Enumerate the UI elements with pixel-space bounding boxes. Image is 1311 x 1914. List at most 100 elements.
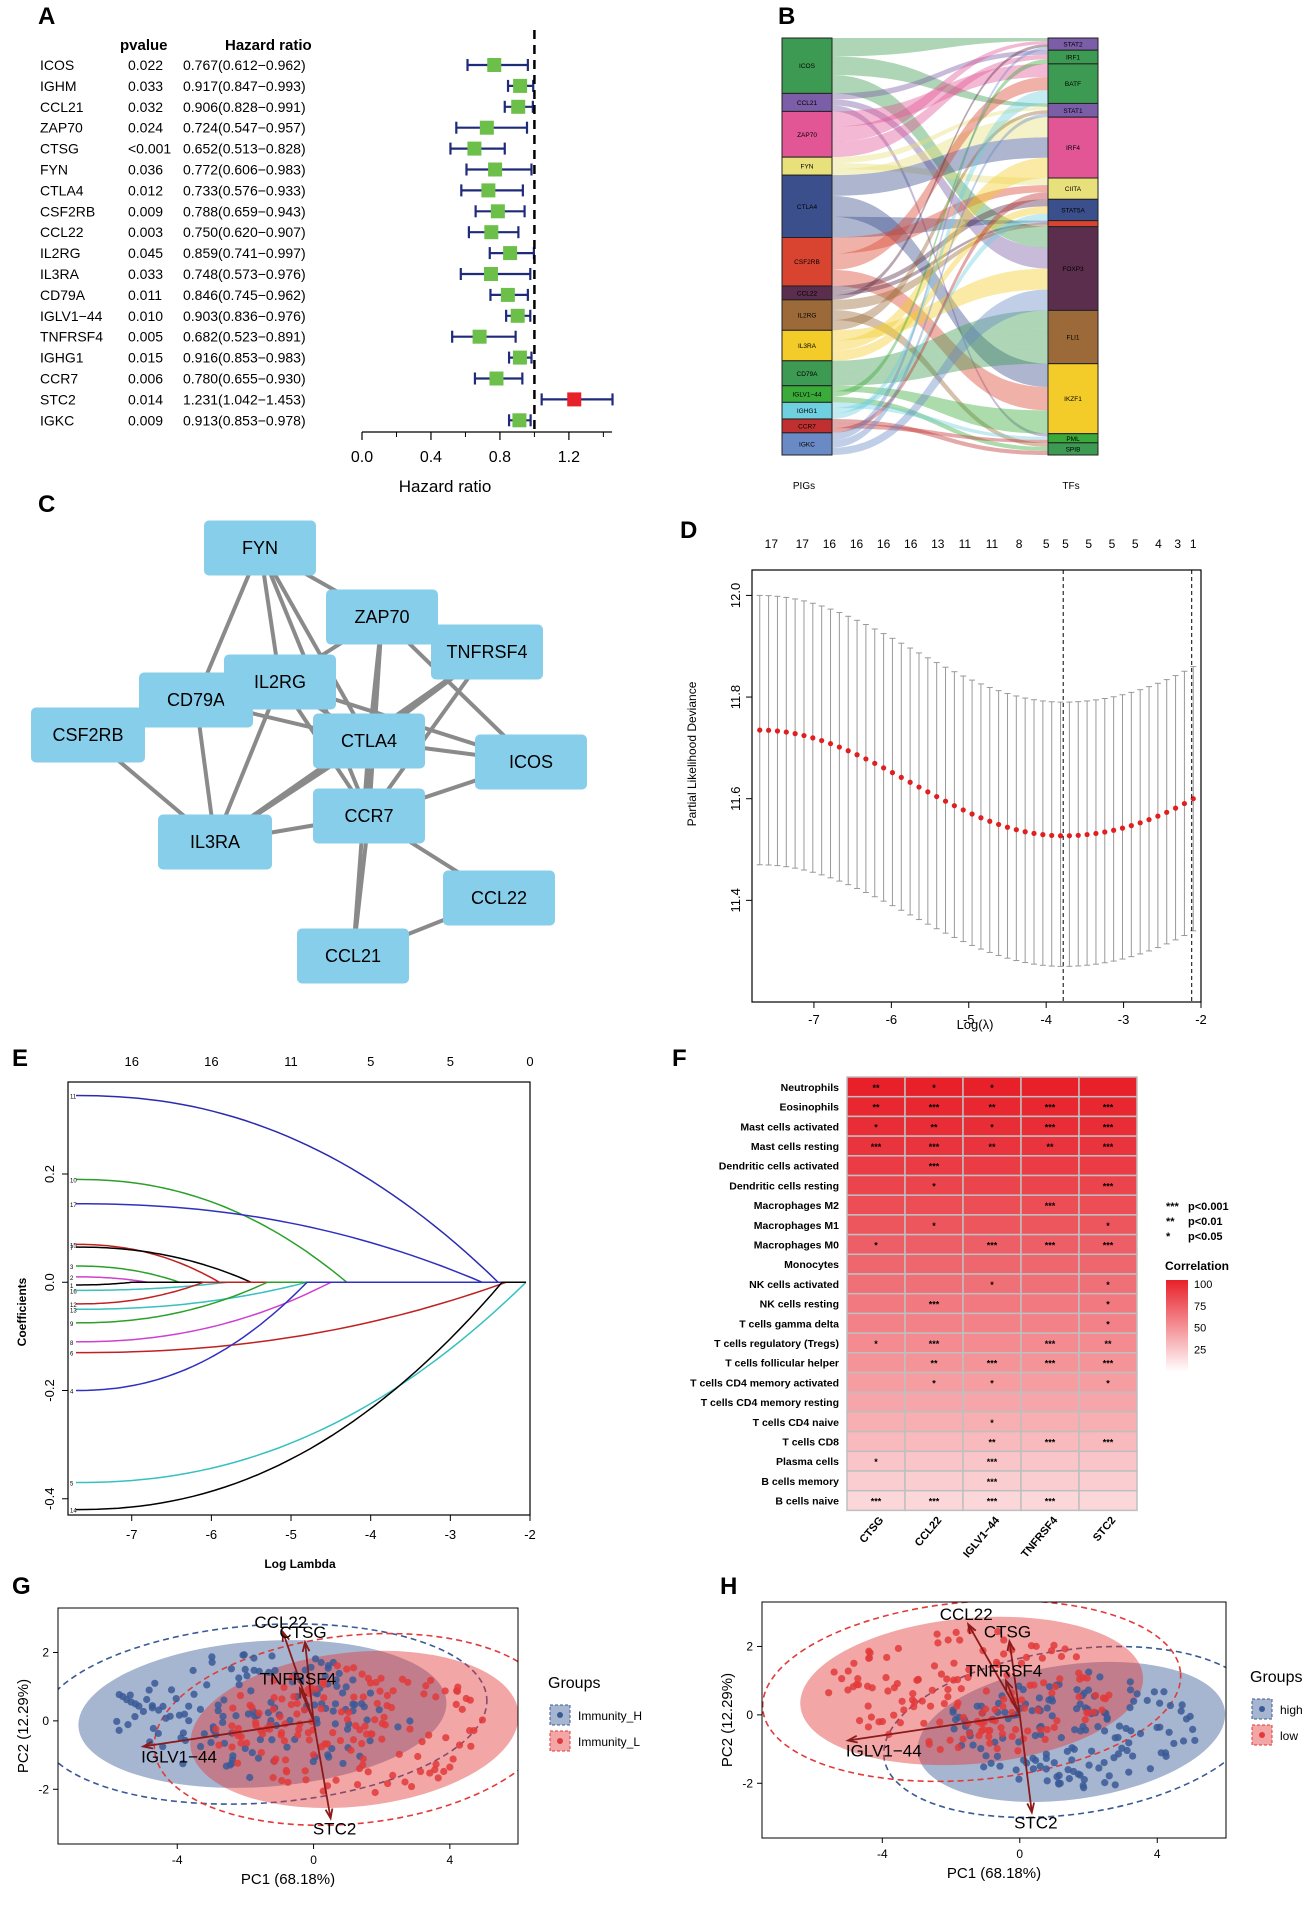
- cv-point: [757, 727, 763, 733]
- cv-point: [1172, 805, 1179, 811]
- sankey-flow: [832, 309, 1048, 447]
- pca-y-tick-label: -2: [38, 1782, 49, 1796]
- forest-gene-label: IGKC: [40, 412, 74, 428]
- forest-pvalue: 0.015: [128, 350, 163, 366]
- network-node-csf2rb: [31, 707, 145, 763]
- sankey-left-node-label: IGLV1−44: [793, 392, 822, 399]
- forest-hr-text: 0.859(0.741−0.997): [183, 245, 306, 261]
- pca-sample-point: [353, 1781, 362, 1789]
- sankey-left-node: [781, 299, 833, 331]
- panel-c-network: FYN ZAP70 TNFRSF4 CD79A IL2RG CSF2RB CTLA4 ICOS…: [31, 520, 587, 984]
- sankey-right-node-label: PML: [1066, 436, 1080, 443]
- pca-sample-point: [1043, 1777, 1051, 1785]
- pca-sample-point: [237, 1739, 245, 1747]
- cv-top-count-label: 5: [1062, 537, 1069, 551]
- heatmap-significance-stars: ***: [929, 1300, 940, 1310]
- sankey-left-node-label: CCL22: [797, 290, 818, 297]
- cv-point: [898, 774, 904, 780]
- heatmap-row-label: Macrophages M1: [754, 1220, 839, 1232]
- pca-sample-point: [1072, 1653, 1080, 1661]
- pca-sample-point: [190, 1690, 198, 1698]
- pca-sample-point: [1036, 1762, 1044, 1770]
- cv-y-axis-label: Partial Likelihood Deviance: [685, 681, 699, 826]
- heatmap-significance-stars: ***: [1103, 1437, 1114, 1447]
- pca-sample-point: [951, 1715, 960, 1724]
- pca-sample-point: [1061, 1645, 1069, 1653]
- heatmap-cell: [846, 1273, 906, 1295]
- pca-sample-point: [1126, 1678, 1134, 1686]
- pca-sample-point: [1081, 1716, 1089, 1724]
- pca-sample-point: [229, 1704, 237, 1712]
- heatmap-cell: [846, 1194, 906, 1216]
- sankey-right-node: [1047, 363, 1099, 435]
- pca-sample-point: [1178, 1701, 1186, 1709]
- pca-sample-point: [240, 1651, 248, 1659]
- cv-point: [1022, 829, 1028, 835]
- pca-plot-frame: [57, 1607, 519, 1845]
- heatmap-row-label: NK cells resting: [760, 1299, 839, 1311]
- path-series-index: 6: [70, 1352, 74, 1358]
- path-series-index: 2: [70, 1276, 74, 1282]
- pca-sample-point: [371, 1716, 379, 1724]
- path-x-tick-label: -3: [445, 1527, 457, 1542]
- path-series-line: [76, 1281, 526, 1354]
- pca-sample-point: [196, 1705, 205, 1713]
- heatmap-col-label: TNFRSF4: [1019, 1514, 1061, 1560]
- forest-hr-text: 0.767(0.612−0.962): [183, 57, 306, 73]
- pca-sample-point: [1012, 1766, 1020, 1774]
- pca-sample-point: [333, 1682, 341, 1690]
- pca-sample-point: [302, 1776, 310, 1784]
- sankey-right-node-label: SPIB: [1066, 446, 1081, 453]
- pca-sample-point: [228, 1756, 237, 1764]
- pca-legend-label: high: [1280, 1703, 1303, 1717]
- cv-point: [1057, 833, 1064, 839]
- forest-x-tick-label: 0.8: [489, 449, 511, 466]
- pca-sample-point: [276, 1713, 284, 1721]
- pca-sample-point: [446, 1763, 454, 1771]
- sankey-flow: [832, 385, 1048, 434]
- pca-sample-point: [1085, 1761, 1093, 1769]
- sankey-flow: [832, 328, 1048, 378]
- pca-sample-point: [1166, 1701, 1174, 1710]
- pca-sample-point: [934, 1639, 942, 1647]
- pca-sample-point: [394, 1723, 402, 1731]
- sankey-right-node-label: STAT1: [1063, 108, 1083, 115]
- sankey-left-node: [781, 37, 833, 94]
- pca-sample-point: [1001, 1708, 1009, 1716]
- pca-sample-point: [363, 1716, 371, 1724]
- forest-pvalue: 0.024: [128, 120, 163, 136]
- pca-loading-arrowhead: [301, 1639, 311, 1653]
- network-node-label: CCL21: [325, 946, 381, 966]
- pca-sample-point: [366, 1737, 374, 1745]
- pca-sample-point: [254, 1754, 263, 1762]
- pca-sample-point: [288, 1674, 296, 1682]
- pca-loading-label: CTSG: [279, 1623, 326, 1642]
- forest-pvalue: 0.014: [128, 391, 163, 407]
- pca-sample-point: [328, 1744, 336, 1753]
- pca-sample-point: [1094, 1723, 1102, 1731]
- pca-sample-point: [151, 1679, 159, 1687]
- forest-pvalue: 0.022: [128, 57, 163, 73]
- network-node-zap70: [326, 589, 438, 645]
- sankey-flow: [832, 113, 1048, 448]
- heatmap-significance-stars: *: [1106, 1280, 1110, 1290]
- cv-point: [969, 811, 975, 817]
- heatmap-cell: [1020, 1312, 1080, 1334]
- heatmap-significance-stars: ***: [1103, 1103, 1114, 1113]
- pca-sample-point: [1043, 1704, 1051, 1712]
- pca-sample-point: [1000, 1695, 1008, 1703]
- pca-sample-point: [1000, 1636, 1008, 1644]
- forest-hr-text: 0.913(0.853−0.978): [183, 412, 306, 428]
- heatmap-significance-stars: *: [874, 1240, 878, 1250]
- pca-sample-point: [265, 1668, 273, 1676]
- cv-point: [845, 748, 851, 754]
- pca-sample-point: [440, 1767, 448, 1776]
- pca-sample-point: [925, 1737, 933, 1746]
- pca-sample-point: [1114, 1733, 1122, 1742]
- cv-top-count-label: 1: [1190, 537, 1197, 551]
- pca-sample-point: [1024, 1727, 1032, 1735]
- heatmap-significance-stars: *: [1106, 1221, 1110, 1231]
- pca-sample-point: [825, 1689, 833, 1697]
- pca-sample-point: [1115, 1722, 1124, 1730]
